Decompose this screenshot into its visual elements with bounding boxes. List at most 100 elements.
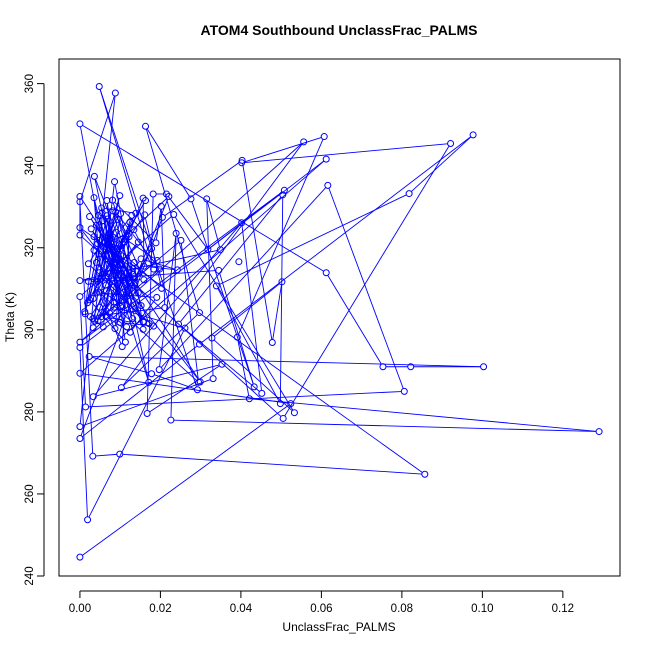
data-point [158,213,166,221]
data-point [132,209,140,217]
data-point [142,197,150,205]
data-point [137,255,145,263]
series-segment [217,288,280,402]
series-segment [92,356,481,368]
data-point [139,325,147,333]
data-point [116,192,124,200]
data-point [121,338,129,346]
series-segment [159,236,177,367]
data-point [162,190,170,198]
series-segment [145,129,199,310]
series-segment [174,419,596,432]
data-point [379,363,387,371]
x-tick-label: 0.00 [69,603,91,615]
series-segment [83,270,216,281]
data-point [126,328,134,336]
data-point [250,383,258,391]
data-point [118,343,126,351]
data-point [181,324,189,332]
data-point [140,318,148,326]
data-point [99,217,107,225]
data-point [84,277,92,285]
data-point [187,195,195,203]
series-segment [244,143,448,163]
data-point [95,269,103,277]
data-point [290,409,298,417]
data-point [149,190,157,198]
y-tick-label: 240 [24,566,36,585]
data-point [195,309,203,317]
data-point [278,278,286,286]
series-segment [122,322,151,327]
data-point [94,211,102,219]
data-point [111,89,119,97]
data-point [131,274,139,282]
data-point [324,181,332,189]
series-segment [82,143,302,341]
series-segment [146,128,190,197]
data-point [98,204,106,212]
data-point [76,231,84,239]
series-segment [79,299,86,404]
data-point [103,197,111,205]
data-point [447,140,455,148]
data-point [148,370,156,378]
data-point [116,318,124,326]
series-segment [144,259,175,270]
data-point [218,360,226,368]
data-point [129,315,137,323]
data-point [85,352,93,360]
data-point [133,268,141,276]
data-point [84,260,92,268]
y-tick-label: 320 [24,238,36,257]
x-tick-label: 0.12 [552,603,574,615]
data-point [103,234,111,242]
data-point [287,400,295,408]
x-tick-label: 0.02 [149,603,171,615]
series-segment [328,188,404,389]
y-axis: 240 260 280 300 320 340 360 [24,74,45,586]
data-point [97,313,105,321]
data-point [258,389,266,397]
series-segment [82,229,423,473]
series-segment [237,340,250,396]
data-point [117,210,125,218]
data-point [112,208,120,216]
data-point [76,120,84,128]
data-point [126,286,134,294]
data-point [233,333,241,341]
series-segment [99,89,197,387]
data-point [104,215,112,223]
data-point [76,338,84,346]
data-point [279,191,287,199]
data-point [115,241,123,249]
y-tick-label: 260 [24,484,36,503]
series-segment [82,345,198,437]
series-segment [123,314,198,386]
data-point [94,277,102,285]
data-point [153,293,161,301]
data-point [109,207,117,215]
y-tick-label: 300 [24,320,36,339]
series-segment [191,201,254,384]
data-point [172,229,180,237]
data-point [128,211,136,219]
data-point [196,378,204,386]
data-point [209,375,217,383]
x-tick-label: 0.08 [391,603,413,615]
series-segment [121,225,131,344]
data-point [76,553,84,561]
series-segment [214,283,280,337]
data-point [204,245,212,253]
data-point [195,340,203,348]
data-point [130,226,138,234]
x-tick-label: 0.04 [230,603,253,615]
data-point [300,138,308,146]
series-segment [180,325,260,392]
data-point [405,190,413,198]
data-point [87,225,95,233]
data-point [130,259,138,267]
data-point [84,299,92,307]
series-segment [88,215,135,301]
data-point [421,470,429,478]
